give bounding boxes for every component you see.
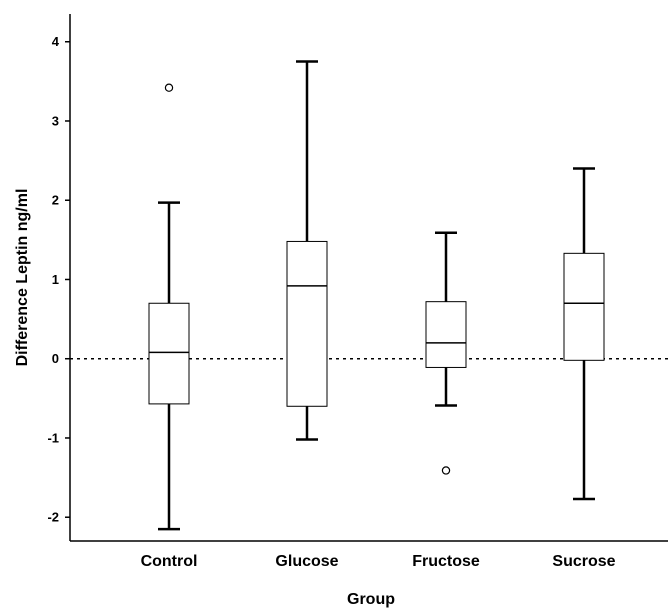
y-tick-label: -2	[47, 510, 59, 525]
axes	[69, 14, 668, 542]
y-tick-label: 1	[52, 272, 59, 287]
y-tick-label: 2	[52, 193, 59, 208]
y-tick-label: 3	[52, 113, 59, 128]
y-ticks: -2 -1 0 1 2 3 4	[47, 34, 70, 525]
x-ticks: Control Glucose Fructose Sucrose	[141, 553, 616, 570]
x-tick-label: Glucose	[275, 553, 338, 570]
interquartile-box	[425, 301, 467, 368]
y-tick-label: 0	[52, 351, 59, 366]
box-sucrose	[563, 167, 605, 501]
x-tick-label: Sucrose	[552, 553, 615, 570]
y-tick-label: 4	[52, 34, 60, 49]
x-tick-label: Fructose	[412, 553, 480, 570]
interquartile-box	[148, 302, 190, 405]
interquartile-box	[563, 252, 605, 361]
box-glucose	[286, 60, 328, 441]
interquartile-box	[286, 240, 328, 407]
box-control	[148, 83, 190, 531]
box-fructose	[425, 231, 467, 475]
outlier-point	[441, 466, 451, 475]
x-axis-title: Group	[347, 591, 395, 608]
y-tick-label: -1	[47, 430, 59, 445]
boxes	[148, 60, 605, 531]
outlier-point	[164, 83, 174, 92]
y-axis-title: Difference Leptin ng/ml	[14, 189, 31, 367]
x-tick-label: Control	[141, 553, 198, 570]
